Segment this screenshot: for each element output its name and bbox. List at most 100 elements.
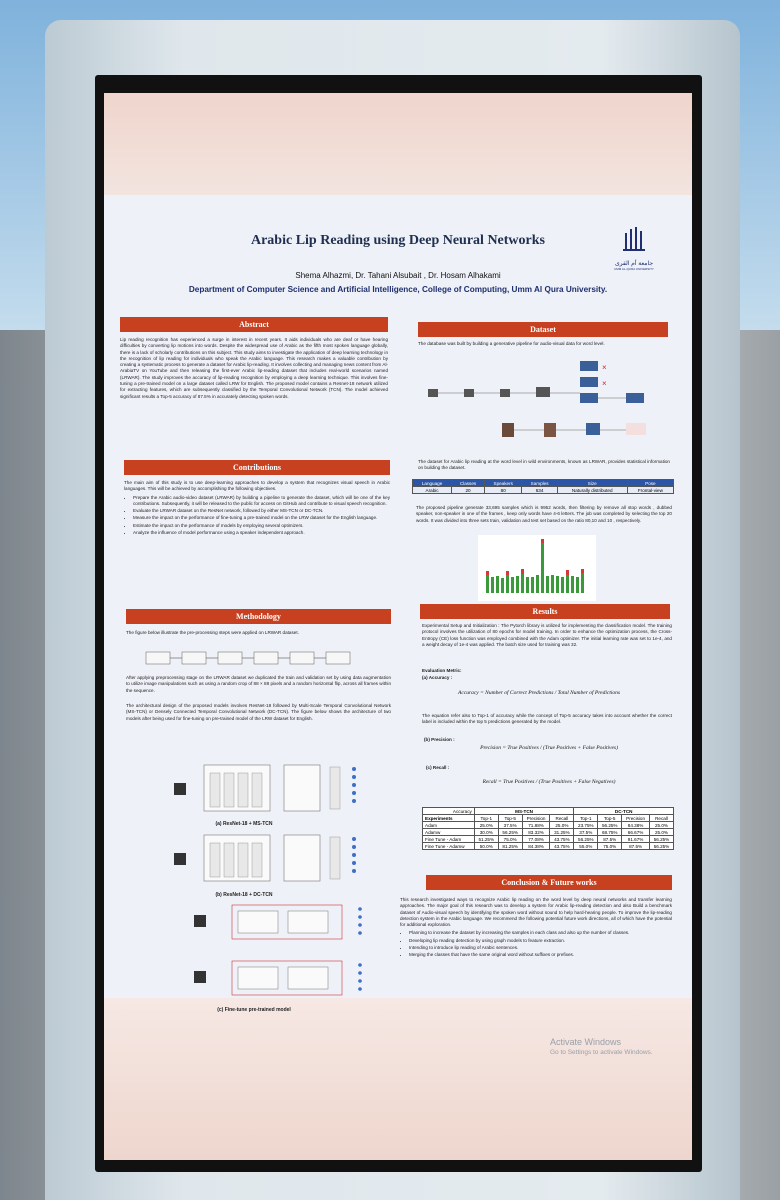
watermark-title: Activate Windows	[550, 1037, 622, 1047]
table-cell: 87.5%	[621, 842, 650, 850]
figure-caption: (a) ResNet-18 + MS-TCN	[215, 821, 273, 827]
table-header: Top-5	[497, 814, 523, 822]
table-cell: 77.08%	[521, 835, 551, 843]
table-cell: 84.38%	[521, 842, 551, 850]
figure-caption: (c) Fine-tune pre-trained model	[217, 1007, 291, 1013]
results-table: Accuracy MS-TCN DC-TCN Experiments Top-1 Top-…	[422, 807, 675, 850]
results-table-wrap: Accuracy MS-TCN DC-TCN Experiments Top-1 Top-…	[422, 807, 675, 850]
table-header: Samples	[521, 479, 558, 487]
table-header: Precision	[621, 814, 650, 822]
table-cell: Naturally distributed	[556, 486, 628, 494]
conclusion-body: This research investigated ways to recog…	[400, 897, 672, 960]
list-item: Planning to increase the dataset by incr…	[409, 930, 672, 936]
table-cell: 71.88%	[521, 821, 551, 829]
table-cell: 51.25%	[473, 835, 499, 843]
table-cell: 83.32%	[521, 828, 551, 836]
table-header: Classes	[451, 479, 485, 487]
architecture-text: The architectural design of the proposed…	[126, 703, 391, 721]
table-header: Accuracy	[422, 807, 475, 815]
equation: Accuracy = Number of Correct Predictions…	[457, 690, 621, 696]
figure-caption: (b) ResNet-18 + DC-TCN	[215, 892, 273, 898]
table-cell: 55.0%	[573, 842, 599, 850]
table-header: Language	[411, 479, 453, 487]
table-cell: 37.5%	[497, 821, 523, 829]
table-cell: 68.75%	[597, 828, 623, 836]
metric-label: (a) Accuracy :	[422, 675, 453, 680]
table-header: Experiments	[422, 814, 475, 822]
metric-label: (c) Recall :	[426, 765, 450, 770]
table-cell: 20	[451, 486, 485, 494]
preprocessing-flow	[145, 651, 351, 665]
table-cell: 91.67%	[621, 835, 650, 843]
table-row: Arabic 20 80 634 Naturally distributed Fronta…	[411, 486, 675, 494]
table-cell: 87.5%	[597, 835, 623, 843]
equation: Recall = True Positives / (True Positive…	[482, 779, 616, 785]
logo-english: UMM AL-QURA UNIVERSITY	[614, 267, 654, 271]
table-row: Accuracy MS-TCN DC-TCN	[422, 807, 674, 815]
table-row: Adamw 30.0% 56.25% 83.32% 31.25% 37.5% 68.75% 6…	[422, 828, 675, 836]
list-item: Measure the impact on the performance of…	[133, 515, 390, 521]
table-cell: 37.5%	[573, 828, 599, 836]
section-heading: Conclusion & Future works	[426, 875, 672, 890]
table-cell: 56.25%	[597, 821, 623, 829]
table-header: Pose	[626, 479, 675, 487]
table-header: Top-5	[597, 814, 623, 822]
table-cell: 25.0%	[473, 821, 499, 829]
table-cell: 25.0%	[648, 821, 675, 829]
dataset-pipeline-figure: ××	[428, 361, 646, 437]
list-item: Analyze the influence of model performan…	[133, 530, 390, 536]
authors: Shema Alhazmi, Dr. Tahani Alsubait , Dr.…	[295, 271, 501, 280]
dataset-stats-intro: The dataset for Arabic lip reading at th…	[418, 459, 670, 471]
logo-mark	[623, 227, 645, 251]
table-cell: 50.0%	[473, 842, 499, 850]
section-heading: Abstract	[120, 317, 388, 332]
section-heading: Contributions	[124, 460, 390, 475]
list-item: Evaluate the LRWAR dataset on the ResNet…	[133, 508, 390, 514]
section-heading: Methodology	[126, 609, 391, 624]
table-row: Experiments Top-1 Top-5 Precision Recall Top-…	[422, 814, 675, 822]
table-cell: Frontal-view	[626, 486, 675, 494]
architecture-diagram-c	[194, 904, 362, 996]
bottom-band	[104, 998, 692, 1160]
table-cell: 25.0%	[648, 828, 675, 836]
section-heading: Results	[420, 604, 670, 619]
table-row: Fine Tune - Adam 51.25% 75.0% 77.08% 43.75% 5…	[422, 835, 675, 843]
table-cell: 84.38%	[621, 821, 650, 829]
table-cell: 43.75%	[549, 835, 575, 843]
conclusion-text: This research investigated ways to recog…	[400, 897, 672, 928]
table-header: Top-1	[473, 814, 499, 822]
list-item: Estimate the impact on the performance o…	[133, 523, 390, 529]
contributions-list: Prepare the Arabic audio-video dataset (…	[124, 495, 390, 537]
metric-label: (b) Precision :	[424, 737, 455, 742]
svg-text:×: ×	[602, 379, 607, 388]
table-cell: 634	[521, 486, 558, 494]
table-cell: 30.0%	[473, 828, 499, 836]
table-header: Size	[556, 479, 628, 487]
list-item: Prepare the Arabic audio-video dataset (…	[133, 495, 390, 508]
dataset-pipeline-text: The proposed pipeline generate 33,695 sa…	[416, 505, 672, 523]
list-item: Merging the classes that have the same o…	[409, 952, 672, 958]
row-label: Adamw	[422, 828, 475, 836]
table-cell: 56.25%	[648, 835, 675, 843]
table-header: Recall	[549, 814, 575, 822]
abstract-text: Lip reading recognition has experienced …	[120, 337, 388, 399]
top-band	[104, 93, 692, 195]
row-label: Fine Tune - Adam	[422, 835, 475, 843]
table-cell: 81.25%	[497, 842, 523, 850]
list-item: Intending to introduce lip reading of Ar…	[409, 945, 672, 951]
conclusion-list: Planning to increase the dataset by incr…	[400, 930, 672, 958]
table-cell: 75.0%	[497, 835, 523, 843]
table-header: Speakers	[483, 479, 523, 487]
table-cell: 66.67%	[621, 828, 650, 836]
table-cell: 31.25%	[549, 828, 575, 836]
table-cell: 23.75%	[573, 821, 599, 829]
poster-title: Arabic Lip Reading using Deep Neural Net…	[250, 233, 545, 248]
table-header: Top-1	[573, 814, 599, 822]
table-header: Recall	[648, 814, 675, 822]
table-header: MS-TCN	[473, 807, 575, 815]
table-row: Adam 25.0% 37.5% 71.88% 25.0% 23.75% 56.25% 84.…	[422, 821, 675, 829]
table-cell: 56.25%	[573, 835, 599, 843]
table-cell: 56.25%	[648, 842, 675, 850]
table-row: Language Classes Speakers Samples Size Pose	[411, 479, 675, 487]
